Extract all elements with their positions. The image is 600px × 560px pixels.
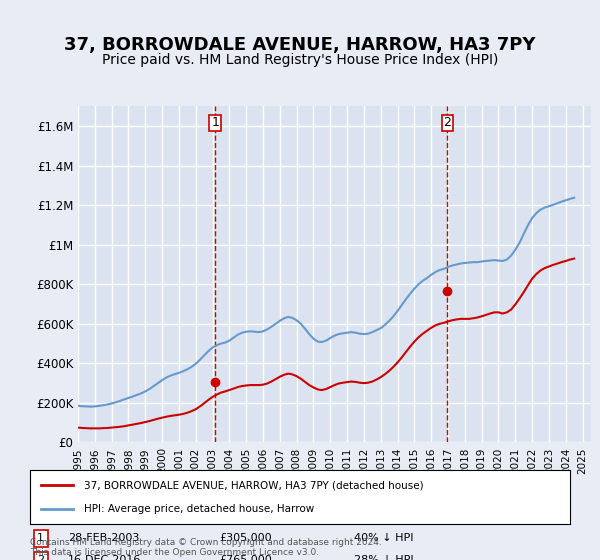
- Text: 40% ↓ HPI: 40% ↓ HPI: [354, 534, 413, 543]
- Text: 1: 1: [211, 116, 219, 129]
- Text: 2: 2: [37, 556, 44, 560]
- Text: £305,000: £305,000: [219, 534, 272, 543]
- Text: 16-DEC-2016: 16-DEC-2016: [68, 556, 141, 560]
- Text: HPI: Average price, detached house, Harrow: HPI: Average price, detached house, Harr…: [84, 503, 314, 514]
- Text: Contains HM Land Registry data © Crown copyright and database right 2024.
This d: Contains HM Land Registry data © Crown c…: [30, 538, 382, 557]
- Text: 2: 2: [443, 116, 451, 129]
- Text: 28-FEB-2003: 28-FEB-2003: [68, 534, 139, 543]
- Text: 37, BORROWDALE AVENUE, HARROW, HA3 7PY: 37, BORROWDALE AVENUE, HARROW, HA3 7PY: [64, 36, 536, 54]
- Text: Price paid vs. HM Land Registry's House Price Index (HPI): Price paid vs. HM Land Registry's House …: [102, 53, 498, 67]
- Text: 28% ↓ HPI: 28% ↓ HPI: [354, 556, 413, 560]
- Text: 1: 1: [37, 534, 44, 543]
- Text: 37, BORROWDALE AVENUE, HARROW, HA3 7PY (detached house): 37, BORROWDALE AVENUE, HARROW, HA3 7PY (…: [84, 480, 424, 491]
- Text: £765,000: £765,000: [219, 556, 272, 560]
